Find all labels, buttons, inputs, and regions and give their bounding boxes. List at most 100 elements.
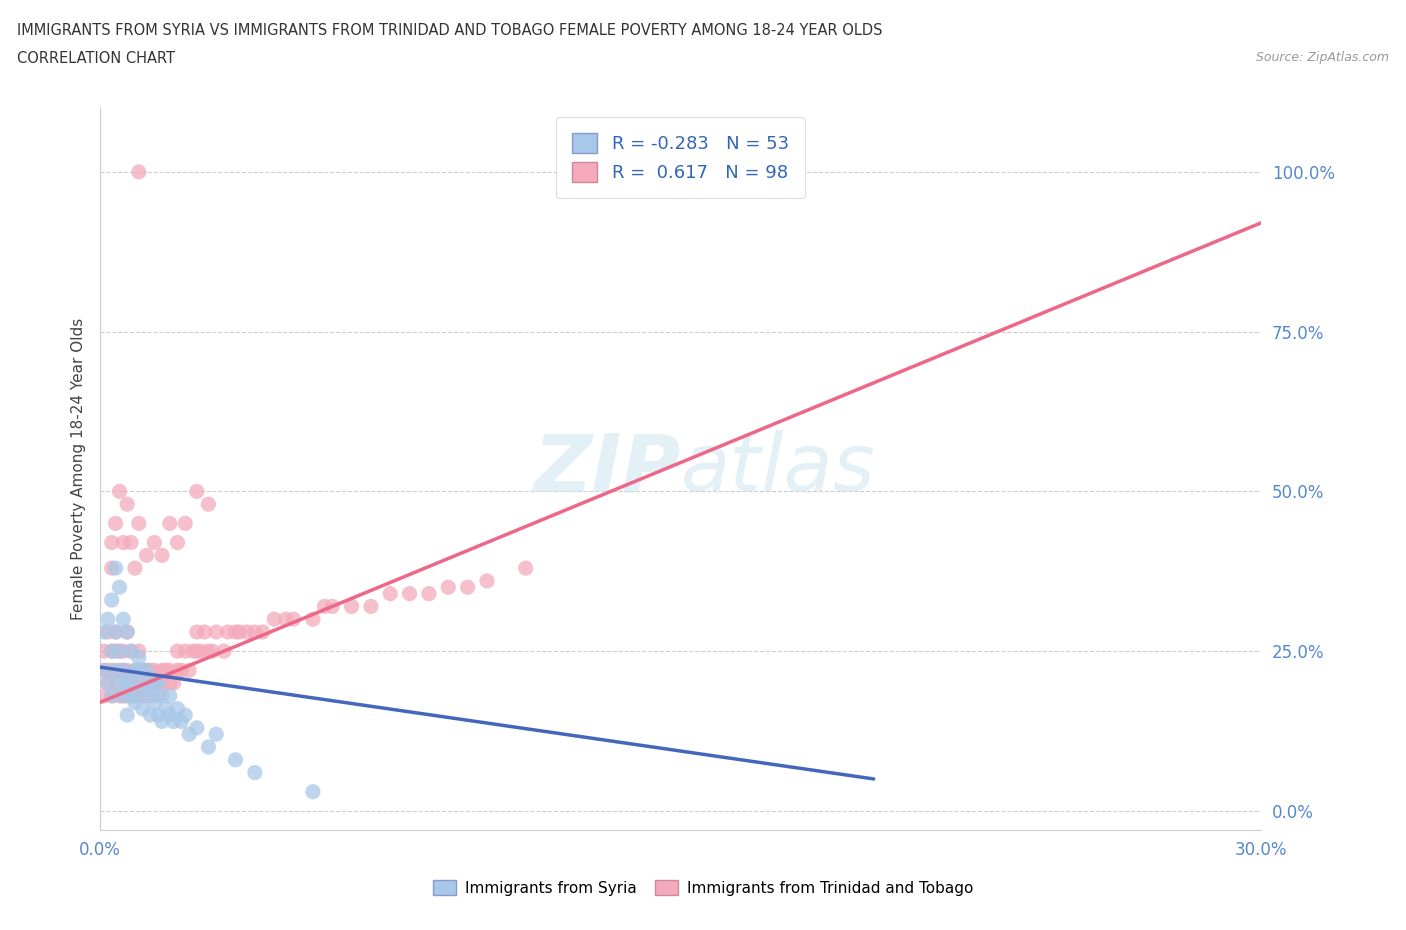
- Point: [135, 548, 157, 563]
- Point: [100, 663, 122, 678]
- Point: [398, 586, 420, 601]
- Point: [120, 644, 142, 658]
- Point: [100, 688, 122, 703]
- Point: [243, 625, 266, 640]
- Point: [112, 663, 135, 678]
- Point: [162, 676, 184, 691]
- Text: Source: ZipAtlas.com: Source: ZipAtlas.com: [1256, 51, 1389, 64]
- Point: [174, 516, 197, 531]
- Point: [150, 676, 173, 691]
- Point: [108, 663, 131, 678]
- Point: [120, 688, 142, 703]
- Point: [112, 688, 135, 703]
- Point: [150, 714, 173, 729]
- Point: [93, 644, 115, 658]
- Point: [243, 765, 266, 780]
- Point: [128, 165, 150, 179]
- Point: [159, 688, 181, 703]
- Point: [120, 676, 142, 691]
- Point: [252, 625, 274, 640]
- Point: [124, 561, 146, 576]
- Point: [321, 599, 343, 614]
- Text: ZIP: ZIP: [533, 430, 681, 508]
- Point: [112, 612, 135, 627]
- Point: [120, 676, 142, 691]
- Point: [186, 644, 208, 658]
- Point: [457, 579, 479, 594]
- Point: [135, 688, 157, 703]
- Point: [100, 644, 122, 658]
- Point: [120, 644, 142, 658]
- Point: [166, 663, 188, 678]
- Point: [146, 708, 169, 723]
- Point: [112, 663, 135, 678]
- Text: IMMIGRANTS FROM SYRIA VS IMMIGRANTS FROM TRINIDAD AND TOBAGO FEMALE POVERTY AMON: IMMIGRANTS FROM SYRIA VS IMMIGRANTS FROM…: [17, 23, 883, 38]
- Point: [100, 535, 122, 550]
- Point: [159, 663, 181, 678]
- Point: [143, 676, 166, 691]
- Legend: Immigrants from Syria, Immigrants from Trinidad and Tobago: Immigrants from Syria, Immigrants from T…: [426, 873, 980, 902]
- Point: [146, 676, 169, 691]
- Point: [100, 561, 122, 576]
- Point: [131, 663, 153, 678]
- Point: [143, 663, 166, 678]
- Point: [108, 579, 131, 594]
- Point: [150, 688, 173, 703]
- Legend: R = -0.283   N = 53, R =  0.617   N = 98: R = -0.283 N = 53, R = 0.617 N = 98: [555, 117, 806, 198]
- Point: [177, 663, 200, 678]
- Point: [225, 625, 247, 640]
- Point: [205, 625, 228, 640]
- Point: [100, 688, 122, 703]
- Point: [112, 535, 135, 550]
- Point: [139, 688, 162, 703]
- Point: [150, 548, 173, 563]
- Point: [174, 644, 197, 658]
- Point: [143, 695, 166, 710]
- Point: [201, 644, 224, 658]
- Point: [205, 727, 228, 742]
- Point: [128, 644, 150, 658]
- Point: [97, 676, 120, 691]
- Point: [302, 612, 325, 627]
- Point: [159, 676, 181, 691]
- Point: [186, 625, 208, 640]
- Point: [108, 688, 131, 703]
- Point: [124, 688, 146, 703]
- Point: [97, 612, 120, 627]
- Point: [135, 663, 157, 678]
- Point: [360, 599, 382, 614]
- Point: [143, 535, 166, 550]
- Point: [128, 676, 150, 691]
- Point: [128, 663, 150, 678]
- Point: [115, 625, 138, 640]
- Point: [115, 663, 138, 678]
- Point: [108, 644, 131, 658]
- Point: [93, 663, 115, 678]
- Point: [115, 708, 138, 723]
- Point: [186, 484, 208, 498]
- Point: [135, 682, 157, 697]
- Point: [104, 561, 127, 576]
- Point: [437, 579, 460, 594]
- Point: [112, 688, 135, 703]
- Point: [93, 688, 115, 703]
- Point: [162, 714, 184, 729]
- Point: [100, 644, 122, 658]
- Point: [155, 701, 177, 716]
- Point: [120, 535, 142, 550]
- Point: [146, 676, 169, 691]
- Point: [124, 663, 146, 678]
- Point: [166, 535, 188, 550]
- Point: [97, 676, 120, 691]
- Point: [150, 663, 173, 678]
- Text: CORRELATION CHART: CORRELATION CHART: [17, 51, 174, 66]
- Point: [177, 727, 200, 742]
- Point: [194, 625, 217, 640]
- Point: [124, 663, 146, 678]
- Point: [159, 516, 181, 531]
- Point: [166, 701, 188, 716]
- Point: [190, 644, 212, 658]
- Point: [228, 625, 250, 640]
- Y-axis label: Female Poverty Among 18-24 Year Olds: Female Poverty Among 18-24 Year Olds: [72, 318, 86, 620]
- Point: [314, 599, 336, 614]
